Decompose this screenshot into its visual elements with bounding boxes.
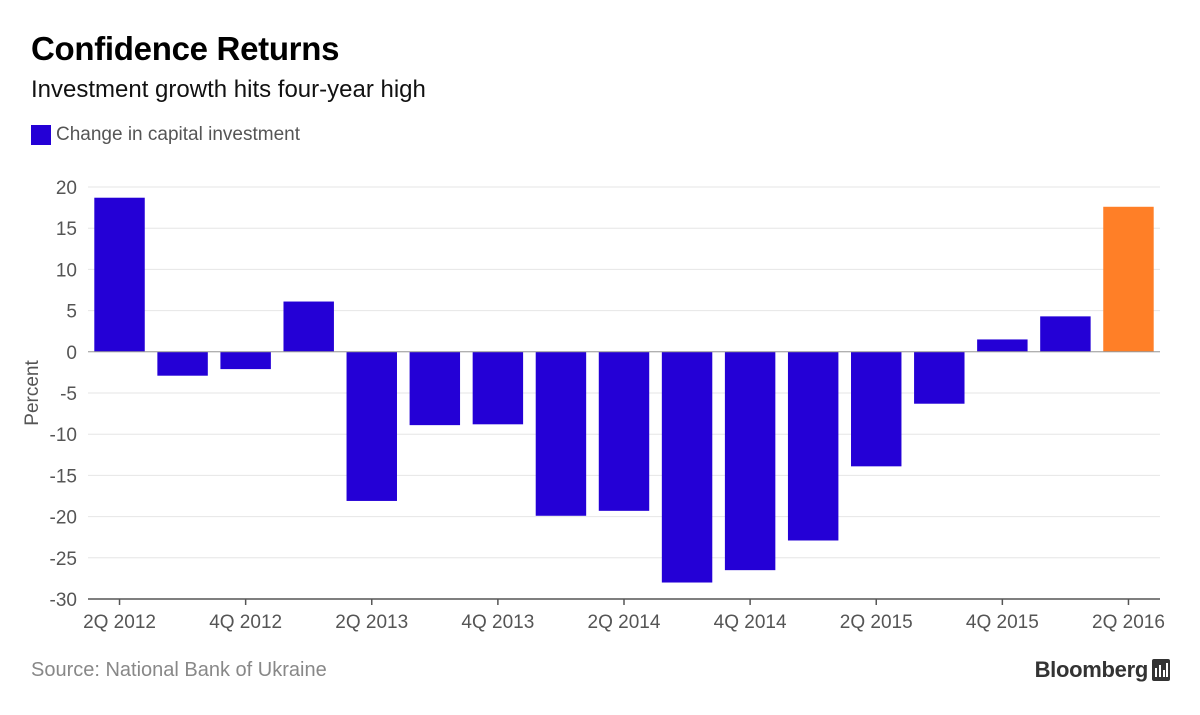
y-tick-label: -25 [50,549,77,570]
chart-title: Confidence Returns [31,30,340,67]
bar [409,351,461,426]
bar [220,351,271,370]
bar [787,351,839,541]
y-axis-label: Percent [22,360,43,426]
bar [1040,316,1091,352]
y-tick-label: -20 [50,508,77,529]
y-tick-label: 15 [56,219,77,240]
brand-name: Bloomberg [1034,657,1149,682]
bar [914,351,965,404]
x-tick-label: 4Q 2014 [714,612,787,633]
y-tick-label: -15 [50,466,77,487]
y-tick-label: 5 [66,302,77,323]
x-tick-label: 4Q 2012 [209,612,282,633]
x-tick-label: 2Q 2015 [840,612,913,633]
y-tick-label: -5 [60,384,77,405]
bar [283,301,334,352]
bar [977,339,1028,352]
y-tick-label: -10 [50,425,77,446]
x-tick-label: 2Q 2016 [1092,612,1165,633]
source-note: Source: National Bank of Ukraine [31,659,327,681]
bar [661,351,713,583]
bar [472,351,524,425]
y-tick-label: 10 [56,260,77,281]
legend: Change in capital investment [31,124,300,146]
legend-swatch [31,125,51,145]
x-tick-label: 2Q 2014 [588,612,661,633]
x-tick-label: 4Q 2015 [966,612,1039,633]
x-tick-label: 2Q 2013 [335,612,408,633]
y-tick-label: 0 [66,343,77,364]
x-tick-label: 4Q 2013 [461,612,534,633]
bar [346,351,397,501]
bar [94,197,145,352]
bar [724,351,776,571]
bar [598,351,650,511]
y-tick-label: 20 [56,178,77,199]
y-tick-label: -30 [50,590,77,611]
legend-label: Change in capital investment [56,124,300,145]
x-tick-label: 2Q 2012 [83,612,156,633]
bar [535,351,587,516]
bar [157,351,208,376]
brand-logo: Bloomberg [1035,657,1170,683]
bar [1103,206,1154,352]
bloomberg-terminal-icon [1152,659,1170,681]
chart-subtitle: Investment growth hits four-year high [31,76,426,103]
bar [851,351,902,467]
